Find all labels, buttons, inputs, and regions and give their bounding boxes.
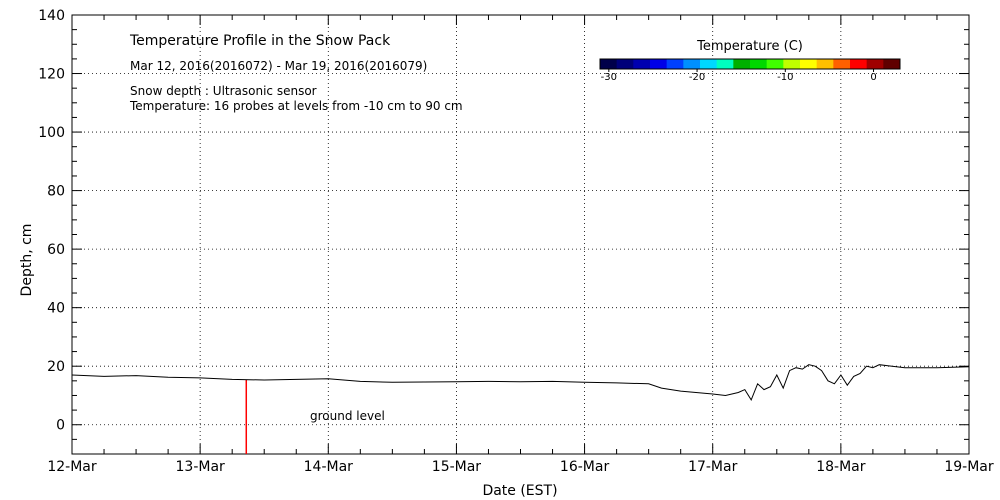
colorbar-swatch [850,59,868,69]
colorbar-swatch [650,59,668,69]
colorbar-swatch [700,59,718,69]
temperature-colorbar: -30 -20 -10 0 [599,58,901,83]
colorbar-swatch [750,59,768,69]
x-axis-label: Date (EST) [482,483,557,499]
y-axis-label: Depth, cm [19,224,35,297]
x-tick-label: 14-Mar [304,459,354,475]
y-tick-label: 20 [47,359,65,375]
colorbar-swatch [716,59,734,69]
colorbar-title: Temperature (C) [696,39,803,54]
y-tick-label: 100 [38,125,65,141]
grid-lines [72,15,969,454]
note-snow-depth: Snow depth : Ultrasonic sensor [130,84,317,98]
chart-title: Temperature Profile in the Snow Pack [129,33,391,49]
colorbar-swatch [783,59,801,69]
x-tick-label: 13-Mar [176,459,226,475]
tick-labels: 12-Mar 13-Mar 14-Mar 15-Mar 16-Mar 17-Mar 18-M… [38,8,994,475]
colorbar-swatch [600,59,618,69]
colorbar-swatch [883,59,901,69]
colorbar-swatch [733,59,751,69]
chart-subtitle: Mar 12, 2016(2016072) - Mar 19, 2016(201… [130,59,427,73]
x-tick-label: 15-Mar [432,459,482,475]
plot-frame [71,14,970,455]
series-layer [71,364,970,454]
ground-level-label: ground level [310,409,385,423]
colorbar-swatch [616,59,634,69]
x-tick-label: 19-Mar [944,459,994,475]
colorbar-swatch [666,59,684,69]
colorbar-swatch [633,59,651,69]
y-tick-label: 140 [38,8,65,24]
y-tick-label: 80 [47,184,65,200]
snow-depth-line [71,364,970,402]
colorbar-tick-label: -20 [689,72,705,83]
y-tick-label: 60 [47,242,65,258]
colorbar-swatch [800,59,818,69]
colorbar-frame [599,58,901,70]
colorbar-tick-label: 0 [870,72,876,83]
x-tick-label: 18-Mar [816,459,866,475]
colorbar-swatch [766,59,784,69]
colorbar-tick-label: -30 [601,72,617,83]
x-tick-label: 17-Mar [688,459,738,475]
colorbar-swatch [683,59,701,69]
colorbar-swatch [833,59,851,69]
colorbar-tick-label: -10 [777,72,793,83]
y-tick-label: 40 [47,301,65,317]
x-tick-label: 12-Mar [47,459,97,475]
x-tick-label: 16-Mar [560,459,610,475]
colorbar-swatch [816,59,834,69]
y-tick-label: 120 [38,67,65,83]
axis-ticks [71,14,970,455]
y-tick-label: 0 [56,418,65,434]
colorbar-swatch [866,59,884,69]
note-temperature: Temperature: 16 probes at levels from -1… [129,99,463,113]
